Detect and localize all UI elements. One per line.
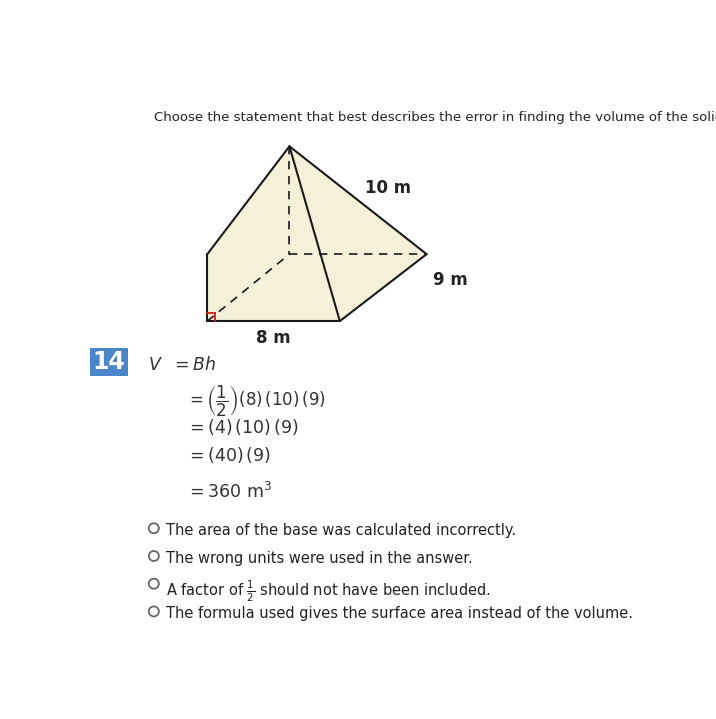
- Text: Choose the statement that best describes the error in finding the volume of the : Choose the statement that best describes…: [154, 111, 716, 124]
- Text: The area of the base was calculated incorrectly.: The area of the base was calculated inco…: [166, 523, 516, 538]
- Text: $= Bh$: $= Bh$: [171, 356, 216, 374]
- Text: $=\left(\dfrac{1}{2}\right)(8)\,(10)\,(9)$: $=\left(\dfrac{1}{2}\right)(8)\,(10)\,(9…: [186, 383, 326, 418]
- Text: 10 m: 10 m: [364, 179, 411, 197]
- Text: 9 m: 9 m: [433, 271, 468, 289]
- Text: A factor of $\frac{1}{2}$ should not have been included.: A factor of $\frac{1}{2}$ should not hav…: [166, 578, 491, 604]
- FancyBboxPatch shape: [90, 348, 128, 376]
- Text: 14: 14: [92, 350, 125, 374]
- Text: $= (4)\,(10)\,(9)$: $= (4)\,(10)\,(9)$: [186, 418, 299, 437]
- Text: $= 360\ \mathrm{m}^3$: $= 360\ \mathrm{m}^3$: [186, 482, 272, 502]
- Text: The formula used gives the surface area instead of the volume.: The formula used gives the surface area …: [166, 606, 633, 621]
- Polygon shape: [208, 147, 427, 321]
- Text: The wrong units were used in the answer.: The wrong units were used in the answer.: [166, 551, 473, 566]
- Text: $V$: $V$: [147, 356, 163, 374]
- Text: $= (40)\,(9)$: $= (40)\,(9)$: [186, 445, 271, 465]
- Text: 8 m: 8 m: [256, 329, 291, 347]
